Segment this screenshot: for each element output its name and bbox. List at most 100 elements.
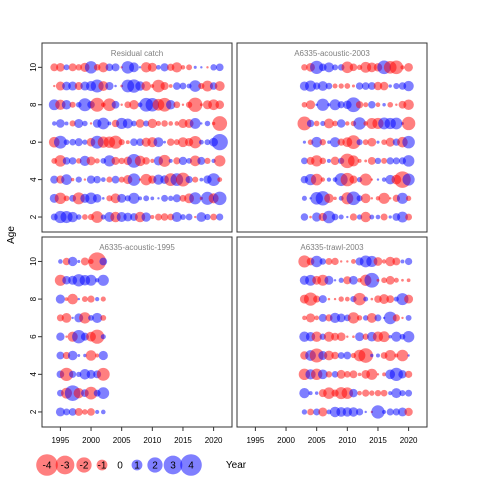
bubble <box>375 353 380 358</box>
bubble <box>374 314 382 322</box>
bubble <box>332 120 338 127</box>
bubble <box>318 313 327 322</box>
bubble <box>192 176 199 183</box>
bubble <box>363 296 369 302</box>
bubble <box>308 391 313 396</box>
bubble <box>86 156 96 166</box>
y-tick-label: 10 <box>29 62 38 71</box>
bubble <box>197 156 206 165</box>
bubble <box>397 211 408 223</box>
bubble <box>68 408 77 416</box>
bubble <box>389 197 392 200</box>
bubble <box>356 195 363 202</box>
bubble <box>98 81 109 91</box>
bubble <box>105 81 114 91</box>
bubble <box>356 315 363 321</box>
bubble <box>404 370 413 378</box>
bubble <box>173 101 181 109</box>
bubble <box>163 140 166 144</box>
bubble <box>118 157 125 165</box>
bubble <box>322 210 336 224</box>
bubble <box>55 294 65 304</box>
bubble <box>349 213 358 221</box>
bubble <box>74 118 84 128</box>
bubble <box>405 195 412 201</box>
bubble <box>212 116 228 131</box>
panel-title: Residual catch <box>111 49 163 58</box>
bubble <box>346 191 361 206</box>
bubble <box>405 389 413 397</box>
bubble <box>314 391 319 395</box>
bubble <box>352 335 355 339</box>
bubble <box>376 140 380 144</box>
bubble <box>140 173 152 186</box>
bubble <box>68 81 78 91</box>
bubble <box>69 101 76 108</box>
bubble <box>53 84 56 88</box>
bubble <box>185 213 193 221</box>
bubble <box>155 120 161 127</box>
bubble <box>200 66 203 69</box>
bubble <box>381 157 388 164</box>
bubble <box>382 103 386 107</box>
bubble <box>54 155 67 167</box>
bubble <box>135 119 145 128</box>
bubble <box>63 139 70 146</box>
bubble <box>319 258 327 265</box>
legend-bubble <box>76 457 92 473</box>
bubble <box>73 387 84 399</box>
bubble <box>310 60 324 74</box>
bubble <box>156 65 161 70</box>
bubble <box>326 177 332 182</box>
legend-label: -1 <box>98 461 107 472</box>
bubble <box>173 82 181 90</box>
bubble <box>396 192 409 204</box>
bubble <box>95 296 100 302</box>
bubble <box>333 196 337 201</box>
bubble <box>173 157 181 165</box>
bubble <box>69 120 76 127</box>
bubble <box>67 256 78 267</box>
bubble <box>61 174 72 185</box>
bubble <box>357 372 362 377</box>
bubble <box>122 118 133 129</box>
legend-bubble <box>36 454 58 476</box>
bubble <box>52 121 57 126</box>
bubble <box>357 390 362 396</box>
legend-bubble <box>55 455 75 475</box>
bubble <box>351 84 355 88</box>
bubble <box>117 193 127 203</box>
bubble <box>353 117 366 130</box>
panel-1: Residual catch 2 4 6 8 10 <box>29 42 233 233</box>
bubble <box>71 316 74 320</box>
legend-bubble <box>147 457 163 473</box>
y-tick-label: 8 <box>29 102 38 107</box>
bubble <box>331 332 340 341</box>
legend-label: 3 <box>170 461 176 472</box>
y-tick-label: 2 <box>29 214 38 219</box>
bubble <box>102 197 105 200</box>
bubble <box>305 313 316 323</box>
bubble <box>200 122 203 125</box>
bubble <box>311 136 322 148</box>
bubble <box>371 405 385 419</box>
bubble <box>399 390 406 397</box>
bubble <box>325 371 333 378</box>
bubble <box>174 121 180 126</box>
bubbles <box>54 252 110 417</box>
bubble <box>189 118 201 129</box>
bubble <box>77 297 80 301</box>
bubble <box>344 296 350 302</box>
bubble <box>323 62 334 73</box>
bubble <box>333 279 337 282</box>
bubble <box>82 120 88 127</box>
bubble <box>324 193 334 204</box>
bubble <box>368 101 376 109</box>
bubble <box>103 98 116 112</box>
bubble <box>388 215 392 219</box>
bubble <box>150 214 155 220</box>
bubble <box>99 257 108 266</box>
bubble <box>202 80 213 92</box>
bubble <box>344 371 351 378</box>
bubble <box>373 81 383 91</box>
